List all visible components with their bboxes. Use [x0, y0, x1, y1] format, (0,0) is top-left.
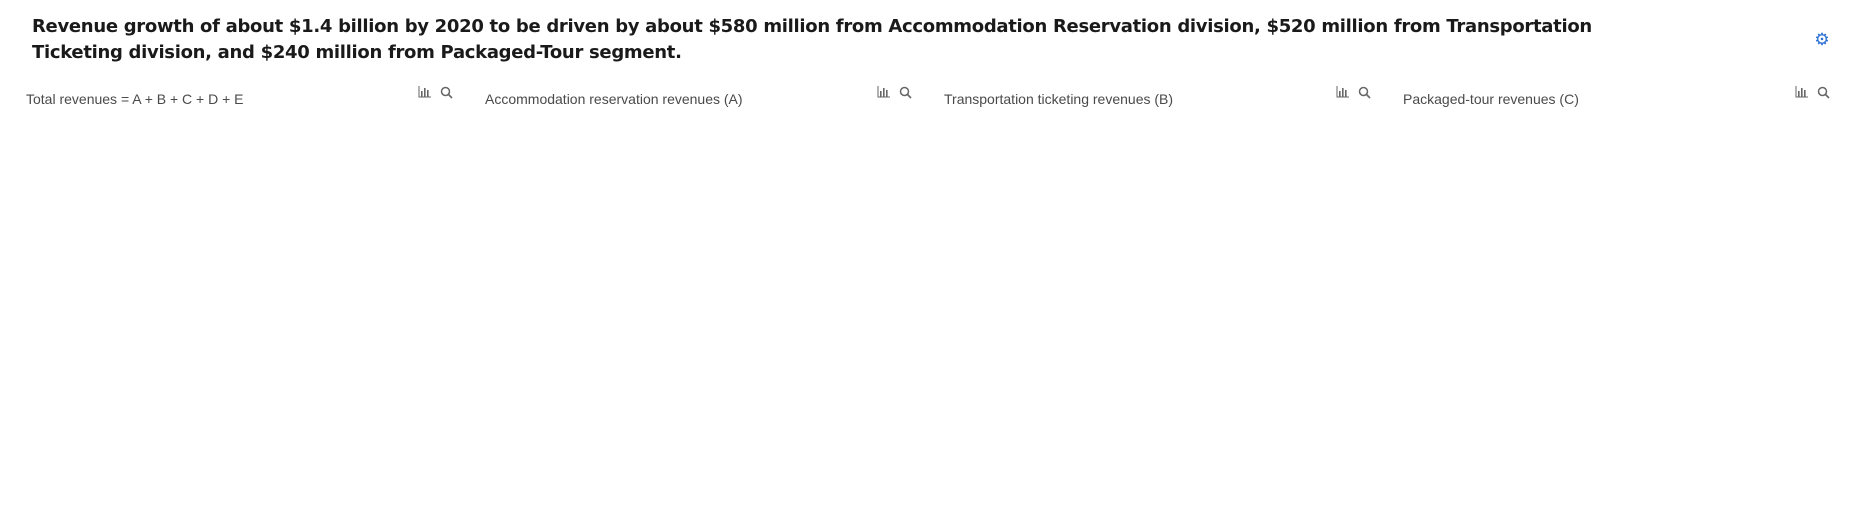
search-icon[interactable] [440, 86, 458, 104]
bar-chart-icon[interactable]: 333.02016456.52017549.02018658.82019790.… [1795, 86, 1813, 104]
chart-title: Total revenues = A + B + C + D + E [26, 91, 244, 107]
bar-chart-icon[interactable]: 1.320161.920171.920182.120192.420201.02.… [1336, 86, 1354, 104]
search-icon[interactable] [899, 86, 917, 104]
gear-icon[interactable]: ⚙ [1814, 30, 1830, 49]
chart-panel-total: Total revenues = A + B + C + D + E 2.920… [26, 86, 476, 516]
chart-title: Packaged-tour revenues (C) [1403, 91, 1579, 107]
chart-svg [485, 86, 935, 516]
chart-title: Transportation ticketing revenues (B) [944, 91, 1174, 107]
chart-title: Accommodation reservation revenues (A) [485, 91, 743, 107]
chart-panel-transportation: Transportation ticketing revenues (B) 1.… [944, 86, 1394, 516]
bar-chart-icon[interactable]: 1.120161.520171.720182.020192.320200.01.… [877, 86, 895, 104]
chart-svg [944, 86, 1394, 516]
search-icon[interactable] [1358, 86, 1376, 104]
chart-svg [26, 86, 476, 516]
bar-chart-icon[interactable]: 2.920164.120174.520185.220196.020202.02.… [418, 86, 436, 104]
chart-panel-accommodation: Accommodation reservation revenues (A) 1… [485, 86, 935, 516]
headline: Revenue growth of about $1.4 billion by … [32, 16, 1592, 63]
chart-svg [1403, 86, 1853, 516]
chart-panel-packaged-tour: Packaged-tour revenues (C) 333.02016456.… [1403, 86, 1853, 516]
search-icon[interactable] [1817, 86, 1835, 104]
